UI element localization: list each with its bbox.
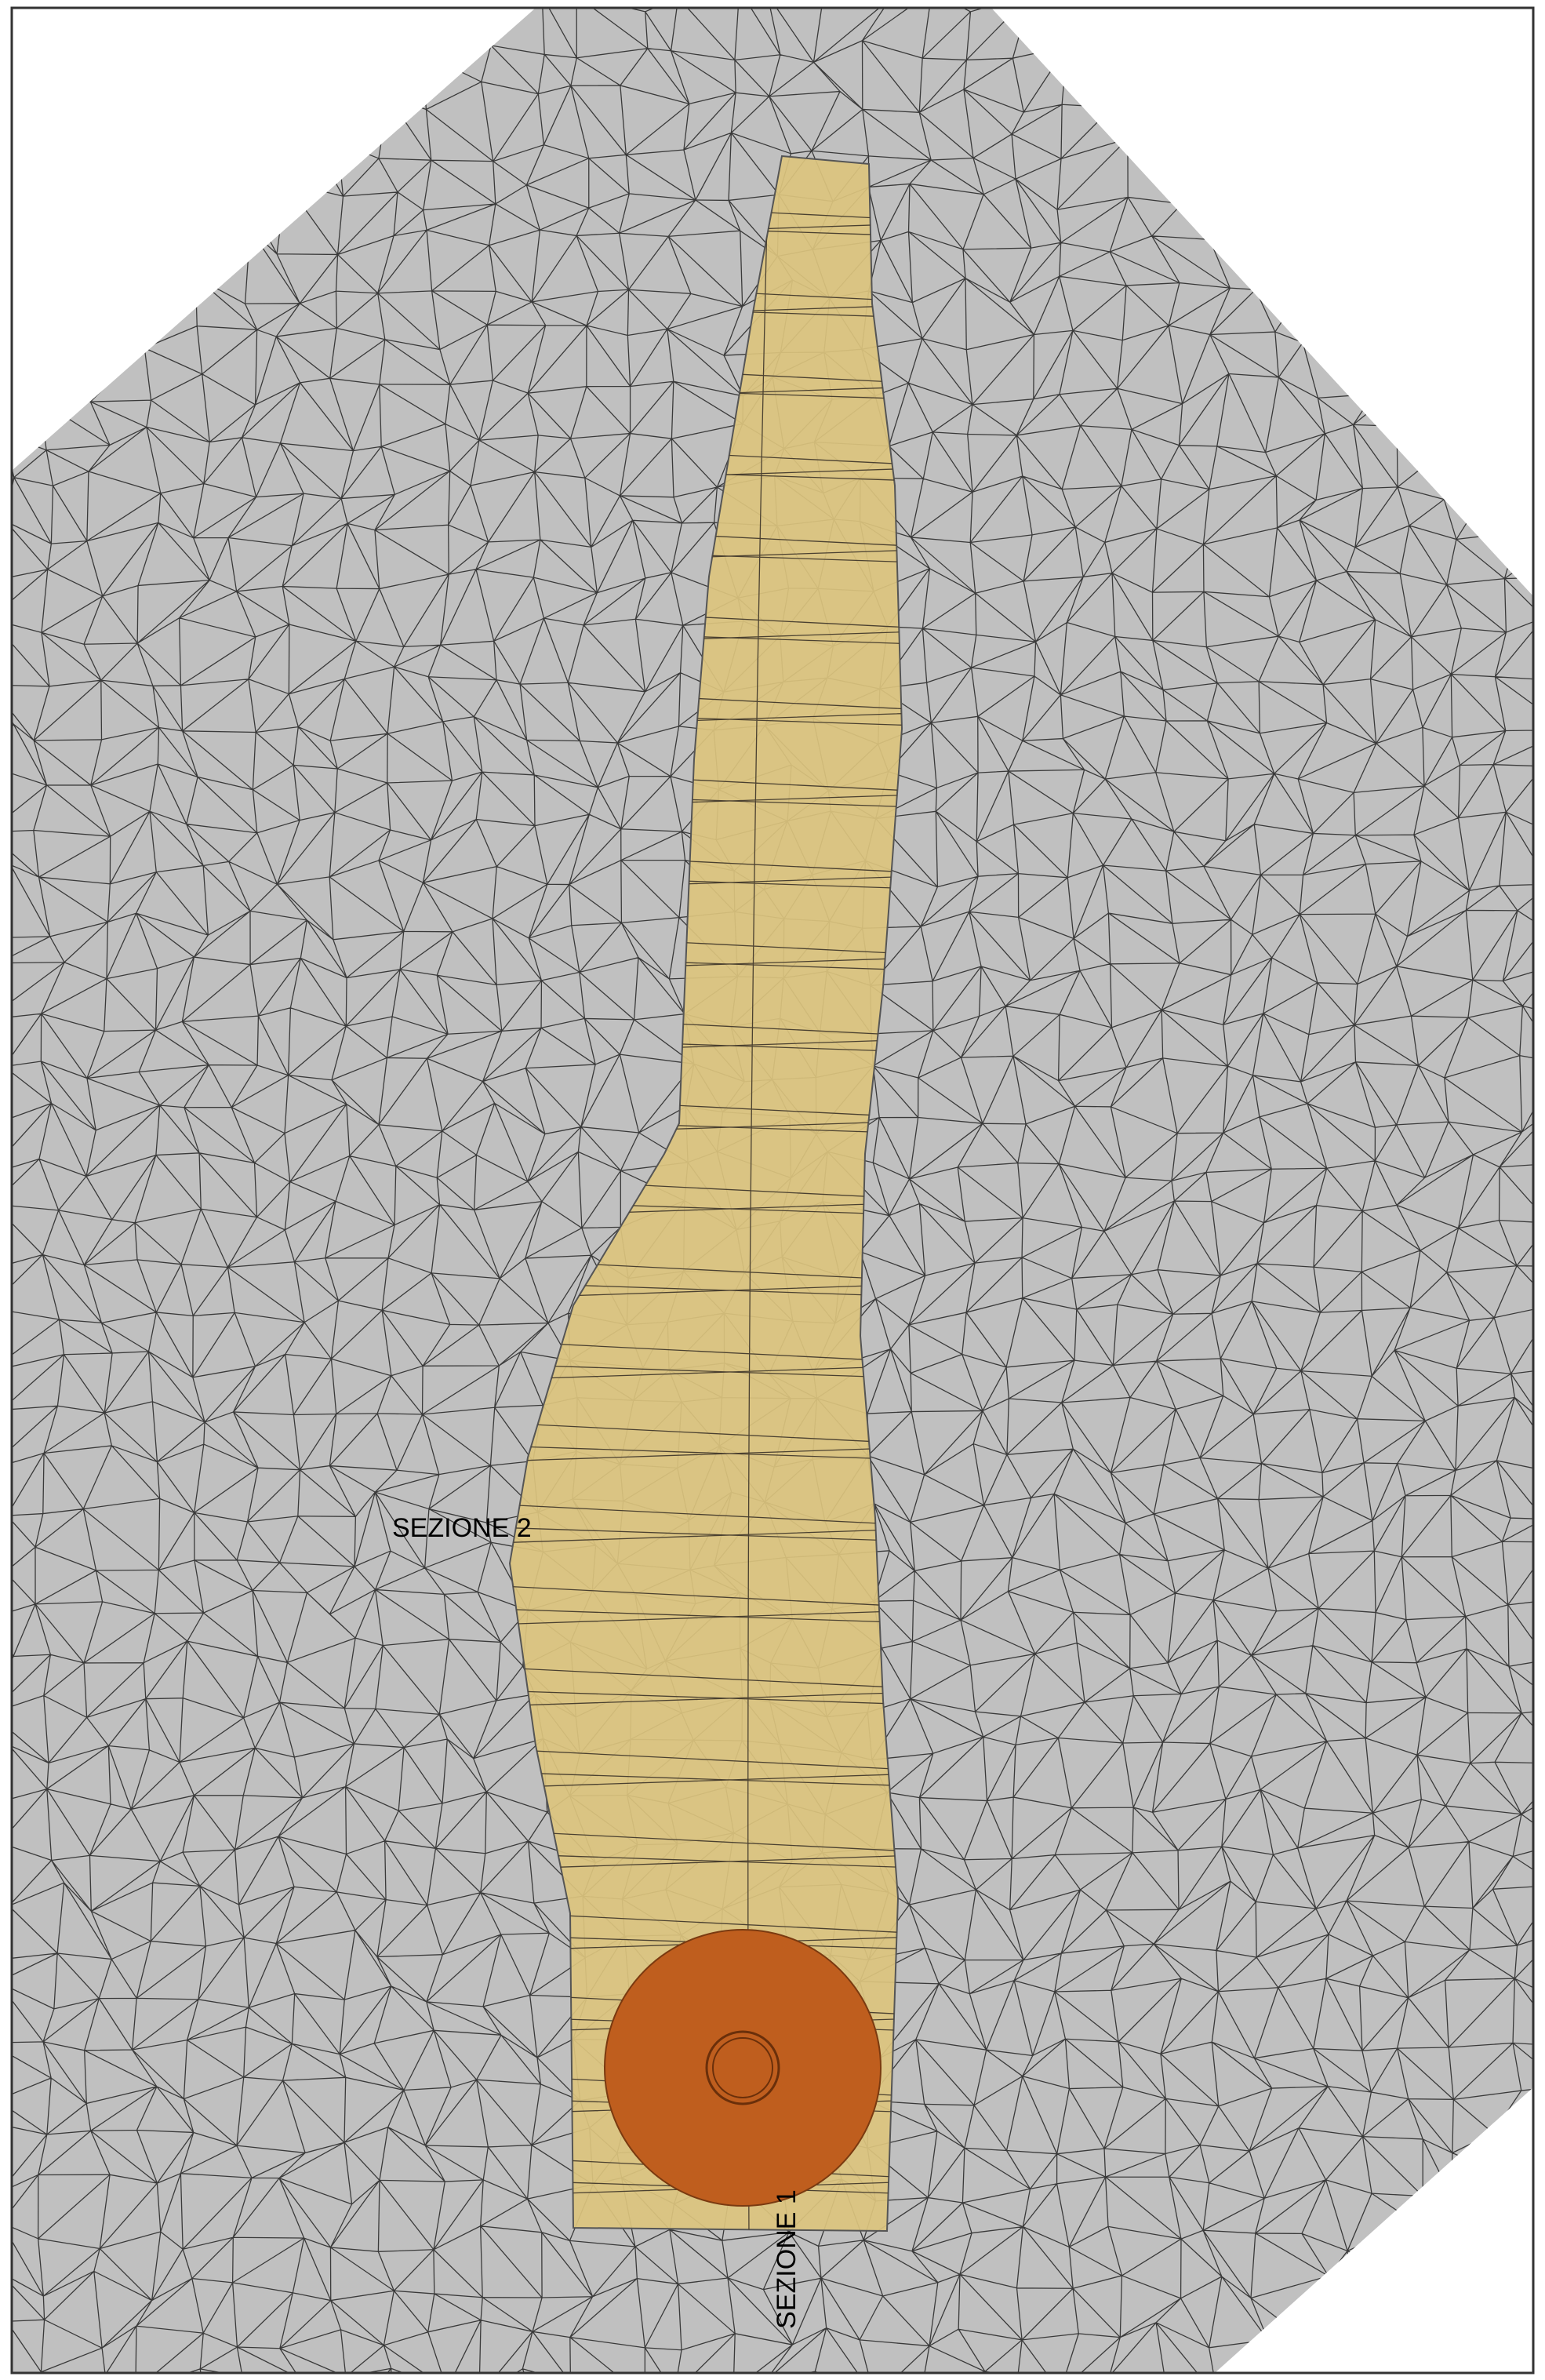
section-label: SEZIONE 1: [772, 2189, 802, 2329]
basin-circle: [604, 1929, 882, 2207]
frame: [10, 6, 1535, 2375]
section-label: SEZIONE 2: [392, 1513, 532, 1543]
inner-circle: [705, 2030, 780, 2105]
channel-area: [508, 155, 903, 2233]
inner-ring: [712, 2037, 773, 2098]
